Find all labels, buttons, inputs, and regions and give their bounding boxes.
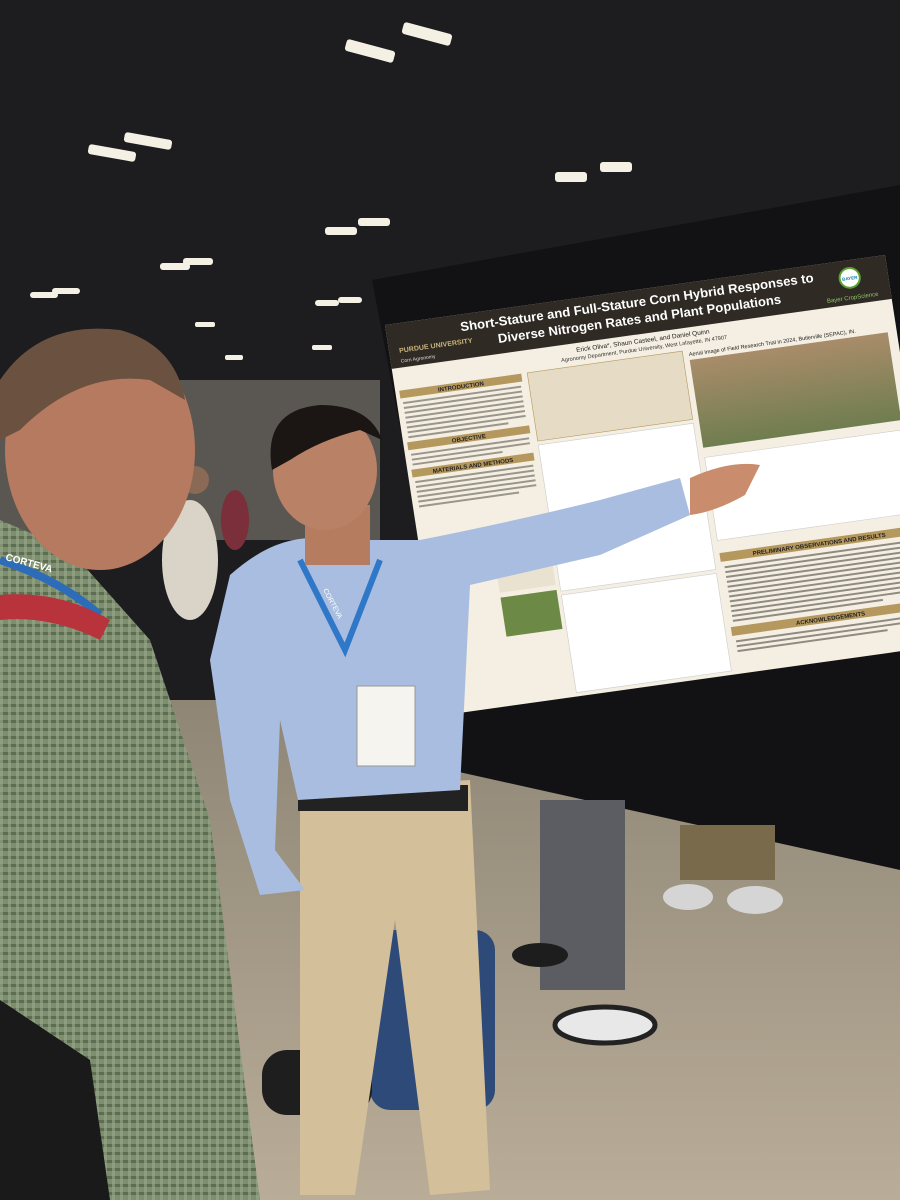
poster-header — [385, 254, 892, 369]
body-text — [403, 385, 526, 439]
presenter: CORTEVA — [210, 405, 760, 1195]
section-header-bg — [399, 373, 523, 399]
section-header-bg — [411, 452, 535, 478]
lanyard — [0, 556, 103, 619]
body-text — [735, 615, 900, 653]
bayer-logo — [838, 267, 861, 289]
bayer-logo-text: BAYER — [842, 275, 859, 282]
purdue-sub: Corn Agronomy — [400, 354, 436, 365]
shoe — [512, 943, 568, 967]
corn-photo — [500, 589, 563, 637]
section-header-bg — [407, 425, 531, 451]
legs — [680, 825, 775, 880]
shoe — [727, 886, 783, 914]
attendee — [162, 500, 218, 620]
shoe — [552, 1004, 658, 1046]
lanyard — [297, 558, 383, 658]
table — [526, 350, 694, 442]
hair — [0, 328, 185, 440]
body-text — [724, 539, 900, 622]
hair — [270, 405, 382, 470]
shoe — [663, 884, 713, 910]
section-header-bg — [719, 525, 900, 562]
box-plot — [561, 573, 732, 693]
attendee — [221, 490, 249, 550]
aerial-photo — [689, 332, 900, 448]
trousers — [300, 780, 490, 1195]
section-header: OBJECTIVE — [452, 434, 487, 445]
bag-strap — [0, 594, 110, 640]
body-text — [410, 437, 531, 466]
plaid-shirt — [0, 520, 260, 1200]
body-text — [415, 464, 537, 508]
foreground-man: CORTEVA — [0, 328, 260, 1200]
ceiling-lights — [30, 22, 632, 360]
badge — [356, 685, 416, 767]
section-header-bg — [730, 599, 900, 636]
shirt — [210, 478, 690, 895]
hand — [690, 463, 760, 515]
backpack — [0, 1000, 110, 1200]
